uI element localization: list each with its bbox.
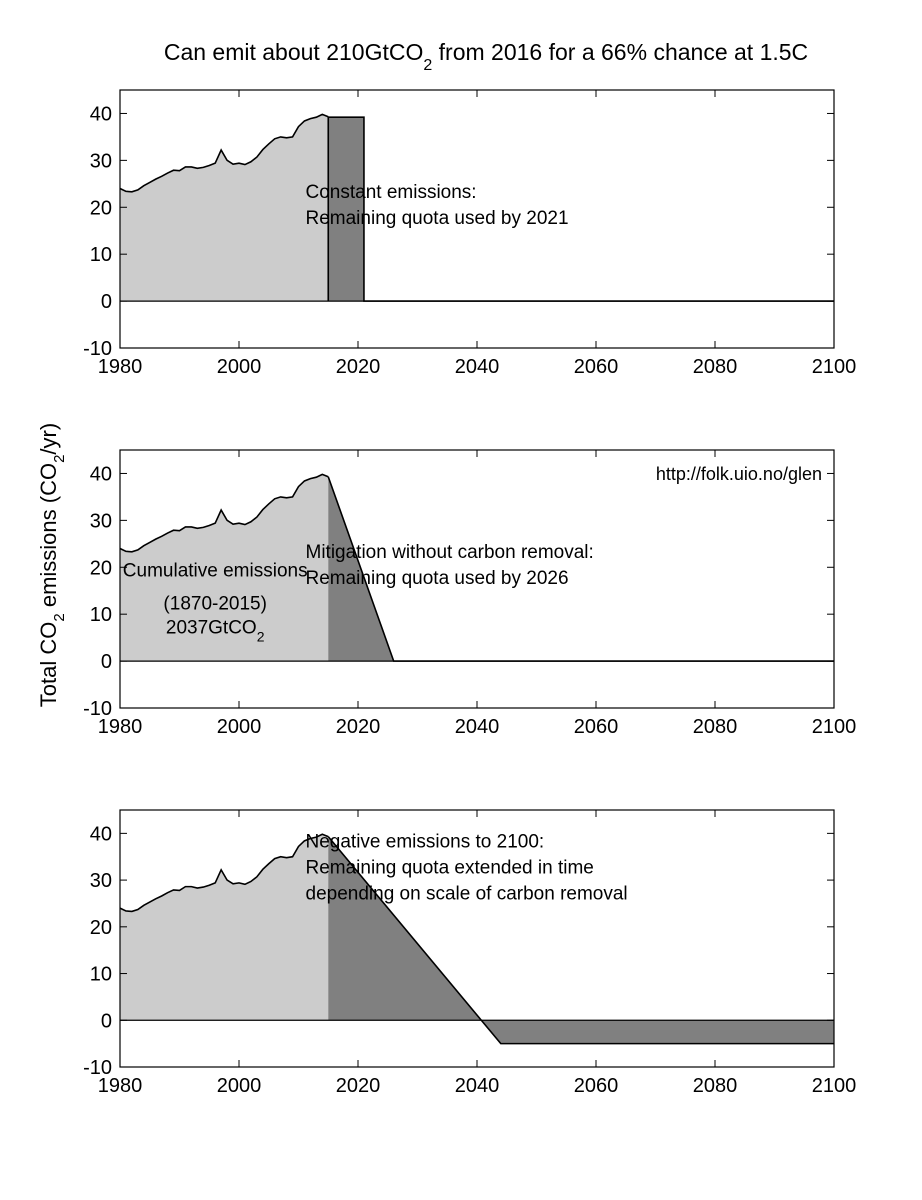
- x-tick-label: 1980: [98, 356, 143, 378]
- annotation-text: Remaining quota extended in time: [306, 857, 594, 878]
- scenario-line: [327, 476, 834, 662]
- historical-area: [120, 114, 329, 302]
- chart-title-subscript: 2: [423, 57, 432, 74]
- x-tick-label: 2060: [574, 1075, 619, 1097]
- remaining-quota-area: [328, 476, 834, 662]
- annotation-text: Mitigation without carbon removal:: [306, 542, 594, 563]
- x-tick-label: 2080: [693, 716, 738, 738]
- historical-area: [120, 474, 329, 662]
- x-tick-label: 1980: [98, 716, 143, 738]
- x-tick-label: 1980: [98, 1075, 143, 1097]
- x-tick-label: 2060: [574, 716, 619, 738]
- annotation-text: Constant emissions:: [306, 182, 477, 203]
- x-tick-label: 2040: [455, 1075, 500, 1097]
- chart-title-text-rest: from 2016 for a 66% chance at 1.5C: [432, 39, 808, 65]
- x-tick-label: 2020: [336, 1075, 381, 1097]
- scenario-line: [327, 836, 834, 1045]
- x-tick-label: 2020: [336, 356, 381, 378]
- x-tick-label: 2020: [336, 716, 381, 738]
- panel-1: -10 0 10 20 30 40 1980 2000 2020 2040 2060 2080 2100…: [83, 89, 857, 378]
- y-tick-label: 30: [90, 150, 112, 172]
- cumulative-label: (1870-2015): [163, 593, 267, 614]
- historical-area: [120, 834, 329, 1021]
- y-tick-label: 0: [101, 651, 112, 673]
- y-tick-label: 40: [90, 103, 112, 125]
- annotation-text: Negative emissions to 2100:: [306, 831, 545, 852]
- chart-title-text: Can emit about 210GtCO: [164, 39, 424, 65]
- historical-line: [119, 113, 329, 193]
- y-tick-label: 20: [90, 917, 112, 939]
- y-tick-label: -10: [83, 698, 112, 720]
- x-tick-label: 2080: [693, 356, 738, 378]
- panel-2: -10 0 10 20 30 40 1980 2000 2020 2040 2060 2080 2100…: [83, 449, 857, 738]
- x-tick-label: 2000: [217, 1075, 262, 1097]
- y-tick-label: 10: [90, 244, 112, 266]
- historical-line: [119, 833, 329, 913]
- panel-3: -10 0 10 20 30 40 1980 2000 2020 2040 2060 2080 2100…: [83, 809, 857, 1097]
- y-tick-label: 40: [90, 823, 112, 845]
- y-tick-label: 10: [90, 604, 112, 626]
- cumulative-label: Cumulative emissions: [123, 561, 308, 582]
- y-tick-label: 40: [90, 463, 112, 485]
- y-tick-label: 0: [101, 1010, 112, 1032]
- historical-line: [119, 473, 329, 553]
- cumulative-value-subscript: 2: [257, 628, 265, 644]
- annotation-text: Remaining quota used by 2026: [306, 568, 569, 589]
- scenario-line: [327, 116, 834, 302]
- annotation-text: depending on scale of carbon removal: [306, 883, 628, 904]
- x-tick-label: 2100: [812, 716, 857, 738]
- x-tick-label: 2040: [455, 356, 500, 378]
- x-tick-label: 2060: [574, 356, 619, 378]
- y-tick-label: 20: [90, 557, 112, 579]
- x-tick-label: 2080: [693, 1075, 738, 1097]
- annotation-text: Remaining quota used by 2021: [306, 208, 569, 229]
- watermark-url: http://folk.uio.no/glen: [656, 464, 822, 484]
- y-axis-label: Total CO2 emissions (CO2/yr): [36, 423, 68, 707]
- chart-title: Can emit about 210GtCO2 from 2016 for a …: [164, 39, 808, 74]
- y-tick-label: -10: [83, 1057, 112, 1079]
- cumulative-value: 2037GtCO2: [166, 617, 265, 644]
- cumulative-value-main: 2037GtCO: [166, 617, 257, 638]
- y-tick-label: 20: [90, 197, 112, 219]
- y-tick-label: 30: [90, 510, 112, 532]
- x-tick-label: 2100: [812, 356, 857, 378]
- x-tick-label: 2000: [217, 356, 262, 378]
- x-tick-label: 2000: [217, 716, 262, 738]
- remaining-quota-area: [328, 836, 834, 1044]
- y-tick-label: 0: [101, 291, 112, 313]
- x-tick-label: 2040: [455, 716, 500, 738]
- x-tick-label: 2100: [812, 1075, 857, 1097]
- y-tick-label: 30: [90, 870, 112, 892]
- y-tick-label: -10: [83, 338, 112, 360]
- y-tick-label: 10: [90, 964, 112, 986]
